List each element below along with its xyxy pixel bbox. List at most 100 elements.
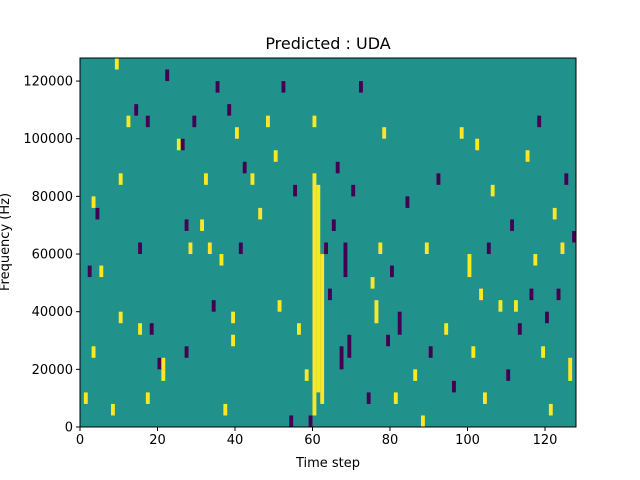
heatmap-cell-94	[525, 150, 530, 162]
heatmap-cell-81	[459, 127, 464, 139]
heatmap-cell-40	[250, 173, 255, 185]
x-tick-label-2: 40	[227, 433, 244, 448]
heatmap-cell-7	[114, 58, 119, 70]
heatmap-cell-76	[424, 242, 429, 255]
heatmap-cell-95	[529, 288, 534, 301]
heatmap-cell-47	[293, 184, 297, 197]
heatmap-cell-30	[211, 300, 216, 312]
heatmap-cell-28	[204, 173, 208, 185]
heatmap-cell-61	[347, 334, 352, 358]
heatmap-cell-2	[91, 346, 96, 358]
heatmap-cell-89	[498, 300, 503, 312]
heatmap-cell-91	[510, 219, 514, 231]
heatmap-cell-11	[134, 104, 139, 116]
heatmap-cell-78	[436, 173, 441, 185]
heatmap-cell-34	[227, 104, 232, 116]
heatmap-cell-36	[231, 311, 235, 324]
heatmap-cell-74	[413, 369, 418, 381]
heatmap-cell-65	[370, 277, 375, 289]
heatmap-cell-64	[366, 392, 371, 404]
heatmap-cell-12	[138, 323, 142, 335]
heatmap-cell-29	[207, 242, 212, 255]
x-tick-label-3: 60	[304, 433, 321, 448]
heatmap-cell-105	[568, 357, 573, 381]
heatmap-cell-59	[339, 346, 344, 370]
x-tick-label-0: 0	[76, 433, 84, 448]
chart-title: Predicted : UDA	[265, 34, 390, 53]
y-tick-label-3: 60000	[32, 248, 73, 263]
heatmap-cell-44	[277, 300, 282, 312]
heatmap-cell-102	[556, 288, 561, 301]
heatmap-cell-8	[118, 173, 123, 185]
heatmap-cell-55	[324, 242, 328, 255]
x-axis-ticks: 0 20 40 60 80 100 120	[76, 427, 558, 448]
heatmap-cell-80	[452, 380, 456, 393]
heatmap-cell-62	[351, 184, 356, 197]
heatmap-cell-13	[138, 242, 142, 255]
heatmap-cell-104	[564, 173, 569, 185]
heatmap-cell-97	[537, 115, 542, 128]
x-tick-label-1: 20	[149, 433, 166, 448]
heatmap-cell-42	[266, 115, 270, 128]
heatmap-cell-49	[304, 369, 309, 381]
heatmap-cell-93	[517, 323, 522, 335]
heatmap-cell-87	[486, 242, 491, 255]
heatmap-cell-96	[533, 254, 538, 266]
heatmap-cell-43	[273, 150, 278, 162]
heatmap-cell-3	[91, 196, 96, 208]
y-axis-ticks: 0 20000 40000 60000 80000 100000 120000	[23, 75, 80, 436]
heatmap-cell-50	[308, 415, 313, 427]
heatmap-cell-99	[545, 311, 549, 324]
heatmap-cell-67	[378, 242, 383, 255]
heatmap-cell-88	[490, 184, 495, 197]
x-tick-label-4: 80	[382, 433, 399, 448]
heatmap-cell-84	[475, 138, 480, 151]
heatmap-cell-20	[165, 69, 170, 82]
y-axis-label: Frequency (Hz)	[0, 193, 13, 291]
heatmap-cell-70	[390, 265, 394, 278]
heatmap-cell-56	[328, 288, 332, 301]
heatmap-cell-1	[87, 265, 92, 278]
heatmap-cell-100	[548, 403, 553, 416]
heatmap-cell-23	[184, 219, 189, 231]
heatmap-cell-92	[514, 300, 518, 312]
heatmap-cell-90	[506, 369, 511, 381]
heatmap-cell-6	[111, 403, 115, 416]
heatmap-cell-103	[560, 242, 565, 255]
heatmap-cell-26	[192, 115, 197, 128]
heatmap-cell-45	[281, 81, 286, 93]
heatmap-cell-31	[215, 81, 220, 93]
heatmap-cell-17	[157, 357, 162, 370]
heatmap-cell-98	[541, 346, 545, 358]
heatmap-cell-83	[471, 346, 476, 358]
heatmap-cell-85	[479, 288, 483, 301]
heatmap-cell-63	[359, 81, 363, 93]
x-tick-label-6: 120	[533, 433, 558, 448]
x-axis-label: Time step	[295, 456, 360, 471]
y-tick-label-4: 80000	[32, 190, 73, 205]
heatmap-cell-75	[421, 415, 425, 427]
heatmap-cell-37	[235, 127, 239, 139]
heatmap-cell-39	[242, 161, 247, 174]
heatmap-cell-106	[572, 230, 576, 243]
heatmap-cell-53	[316, 184, 321, 393]
heatmap-cell-4	[95, 207, 100, 220]
heatmap-cell-33	[223, 403, 228, 416]
heatmap-cell-35	[231, 334, 235, 347]
heatmap-cell-16	[149, 323, 154, 335]
y-tick-label-2: 40000	[32, 305, 73, 320]
heatmap-cell-77	[428, 346, 433, 358]
heatmap-cell-18	[161, 369, 166, 381]
heatmap-cell-57	[331, 219, 336, 231]
heatmap-cell-9	[118, 311, 123, 324]
heatmap-cell-60	[343, 242, 348, 278]
heatmap-cell-5	[99, 265, 104, 278]
heatmap-cell-86	[483, 392, 487, 404]
y-tick-label-5: 100000	[23, 132, 73, 147]
plot-area	[79, 57, 577, 428]
heatmap-cell-71	[393, 392, 398, 404]
heatmap-cell-22	[180, 138, 185, 151]
heatmap-cell-54	[320, 254, 325, 404]
heatmap-cell-21	[176, 138, 181, 151]
